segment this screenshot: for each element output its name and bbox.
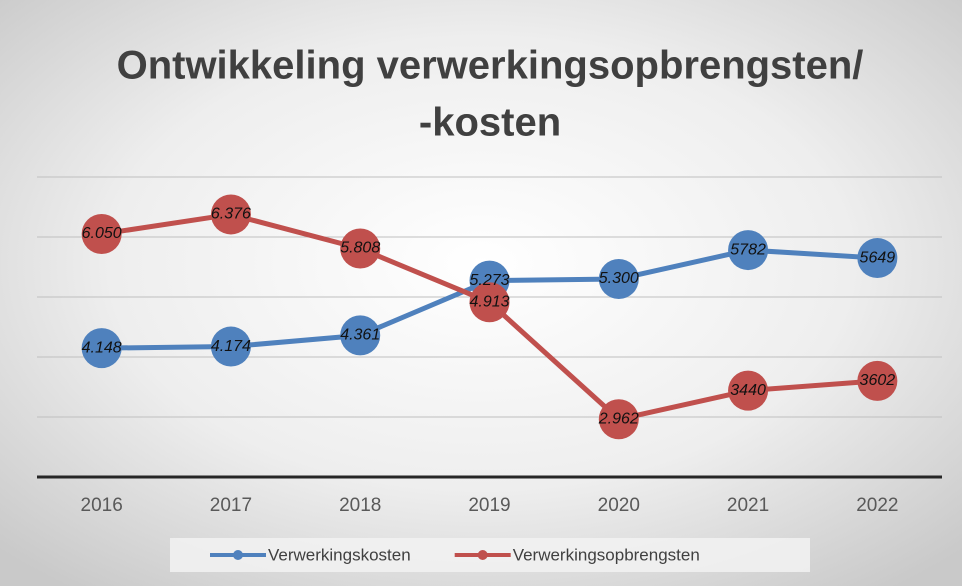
marker — [857, 360, 898, 401]
data-label: 4.913 — [469, 293, 509, 310]
data-label: 4.148 — [82, 339, 122, 356]
marker — [210, 194, 251, 235]
legend-marker — [233, 550, 243, 560]
data-label: 5.808 — [340, 240, 380, 257]
data-label: 6.050 — [82, 225, 122, 242]
marker — [857, 238, 898, 279]
marker — [340, 228, 381, 269]
x-tick-label: 2016 — [81, 495, 123, 516]
legend-marker — [477, 550, 488, 560]
x-tick-label: 2019 — [468, 495, 510, 516]
x-tick-label: 2017 — [210, 495, 252, 516]
marker — [81, 328, 122, 369]
chart-title: Ontwikkeling verwerkingsopbrengsten/ — [117, 44, 864, 88]
data-label: 2.962 — [598, 410, 639, 427]
data-label: 3440 — [730, 382, 766, 399]
marker — [81, 214, 122, 254]
marker — [598, 259, 639, 299]
marker — [598, 399, 639, 440]
data-label: 5.300 — [599, 270, 639, 287]
x-tick-label: 2018 — [339, 495, 381, 516]
chart-title: -kosten — [419, 101, 561, 145]
x-tick-label: 2021 — [727, 495, 769, 516]
data-label: 6.376 — [211, 206, 251, 223]
marker — [728, 370, 769, 411]
marker — [210, 326, 251, 367]
legend-label: Verwerkingskosten — [268, 545, 411, 564]
x-tick-label: 2022 — [856, 495, 898, 516]
x-tick-label: 2020 — [598, 495, 640, 516]
marker — [340, 315, 381, 356]
marker — [728, 230, 769, 271]
data-label: 3602 — [860, 372, 896, 389]
data-label: 5649 — [860, 249, 896, 266]
marker — [469, 282, 510, 323]
legend-label: Verwerkingsopbrengsten — [513, 545, 700, 564]
data-label: 5782 — [730, 241, 766, 258]
data-label: 4.361 — [340, 327, 380, 344]
data-label: 5.273 — [469, 272, 509, 289]
data-label: 4.174 — [211, 338, 251, 355]
